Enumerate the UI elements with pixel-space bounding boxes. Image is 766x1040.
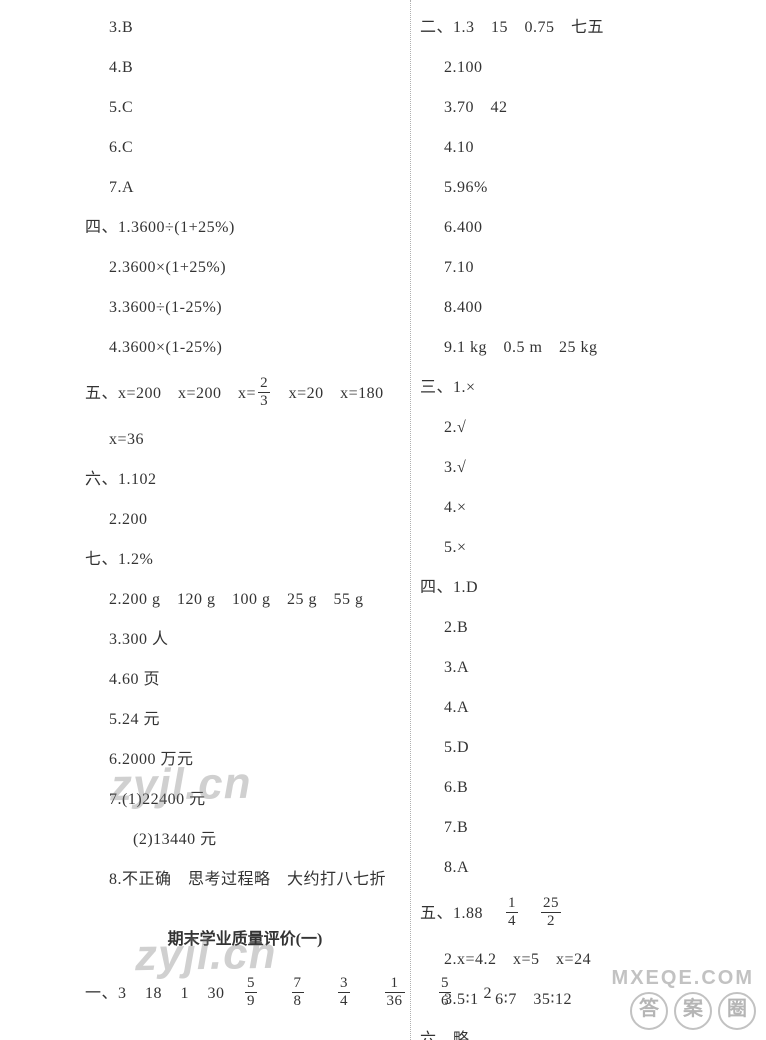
answer-line: 2.200 — [85, 500, 405, 540]
answer-line: 6.B — [420, 768, 740, 808]
answer-line: 5.D — [420, 728, 740, 768]
section-title: 期末学业质量评价(一) — [85, 920, 405, 960]
left-column: 3.B 4.B 5.C 6.C 7.A 四、1.3600÷(1+25%) 2.3… — [85, 0, 405, 1020]
answer-line: 7.(1)22400 元 — [85, 780, 405, 820]
answer-line: 3.300 人 — [85, 620, 405, 660]
right-column: 二、1.3 15 0.75 七五 2.100 3.70 42 4.10 5.96… — [420, 0, 740, 1040]
answer-line: 8.不正确 思考过程略 大约打八七折 — [85, 860, 405, 900]
answer-line: 6.2000 万元 — [85, 740, 405, 780]
answer-line: 4.3600×(1-25%) — [85, 328, 405, 368]
answer-line: 4.10 — [420, 128, 740, 168]
answer-line: 7.10 — [420, 248, 740, 288]
page-root: 3.B 4.B 5.C 6.C 7.A 四、1.3600÷(1+25%) 2.3… — [0, 0, 766, 1040]
fraction: 136 — [385, 976, 419, 1009]
answer-line: 3.B — [85, 8, 405, 48]
fraction: 34 — [338, 976, 364, 1009]
answer-line: 3.3600÷(1-25%) — [85, 288, 405, 328]
answer-line: 9.1 kg 0.5 m 25 kg — [420, 328, 740, 368]
answer-line: 3.70 42 — [420, 88, 740, 128]
answer-line: 7.A — [85, 168, 405, 208]
answer-line: 3.A — [420, 648, 740, 688]
column-divider — [410, 0, 411, 1040]
answer-line: 三、1.× — [420, 368, 740, 408]
text: 五、x=200 x=200 x= — [85, 385, 256, 402]
answer-line: 4.60 页 — [85, 660, 405, 700]
fraction: 59 — [245, 976, 271, 1009]
answer-line: 二、1.3 15 0.75 七五 — [420, 8, 740, 48]
fraction: 14 — [506, 896, 518, 929]
answer-line: 2.100 — [420, 48, 740, 88]
answer-line-frac: 五、1.88 14 252 — [420, 888, 740, 940]
answer-line: 8.400 — [420, 288, 740, 328]
answer-line: 四、1.3600÷(1+25%) — [85, 208, 405, 248]
answer-line: (2)13440 元 — [85, 820, 405, 860]
answer-line: 5.× — [420, 528, 740, 568]
answer-line: 四、1.D — [420, 568, 740, 608]
fraction: 252 — [541, 896, 561, 929]
answer-line-frac: 一、3 18 1 30 59 78 34 136 56 2 — [85, 968, 405, 1020]
answer-line: 七、1.2% — [85, 540, 405, 580]
answer-line: 2.B — [420, 608, 740, 648]
answer-line: 六、1.102 — [85, 460, 405, 500]
answer-line: 8.A — [420, 848, 740, 888]
answer-line: 3.√ — [420, 448, 740, 488]
answer-line: 5.96% — [420, 168, 740, 208]
text: 1 — [181, 985, 190, 1002]
text: 五、1.88 — [420, 905, 500, 922]
text: 一、3 — [85, 985, 127, 1002]
answer-line: 2.x=4.2 x=5 x=24 — [420, 940, 740, 980]
answer-line: 2.3600×(1+25%) — [85, 248, 405, 288]
answer-line: 2.200 g 120 g 100 g 25 g 55 g — [85, 580, 405, 620]
answer-line: 5.24 元 — [85, 700, 405, 740]
answer-line: 7.B — [420, 808, 740, 848]
fraction: 78 — [292, 976, 318, 1009]
text: x=20 x=180 — [272, 385, 384, 402]
answer-line: 4.A — [420, 688, 740, 728]
answer-line: 4.× — [420, 488, 740, 528]
answer-line: 六、略 — [420, 1020, 740, 1040]
text: 30 — [208, 985, 225, 1002]
answer-line: 5.C — [85, 88, 405, 128]
answer-line-frac: 五、x=200 x=200 x=23 x=20 x=180 — [85, 368, 405, 420]
answer-line: 2.√ — [420, 408, 740, 448]
answer-line: 6.400 — [420, 208, 740, 248]
fraction: 23 — [258, 376, 270, 409]
answer-line: 3.5∶1 6∶7 35∶12 — [420, 980, 740, 1020]
answer-line: 6.C — [85, 128, 405, 168]
text: 18 — [145, 985, 162, 1002]
answer-line: x=36 — [85, 420, 405, 460]
answer-line: 4.B — [85, 48, 405, 88]
